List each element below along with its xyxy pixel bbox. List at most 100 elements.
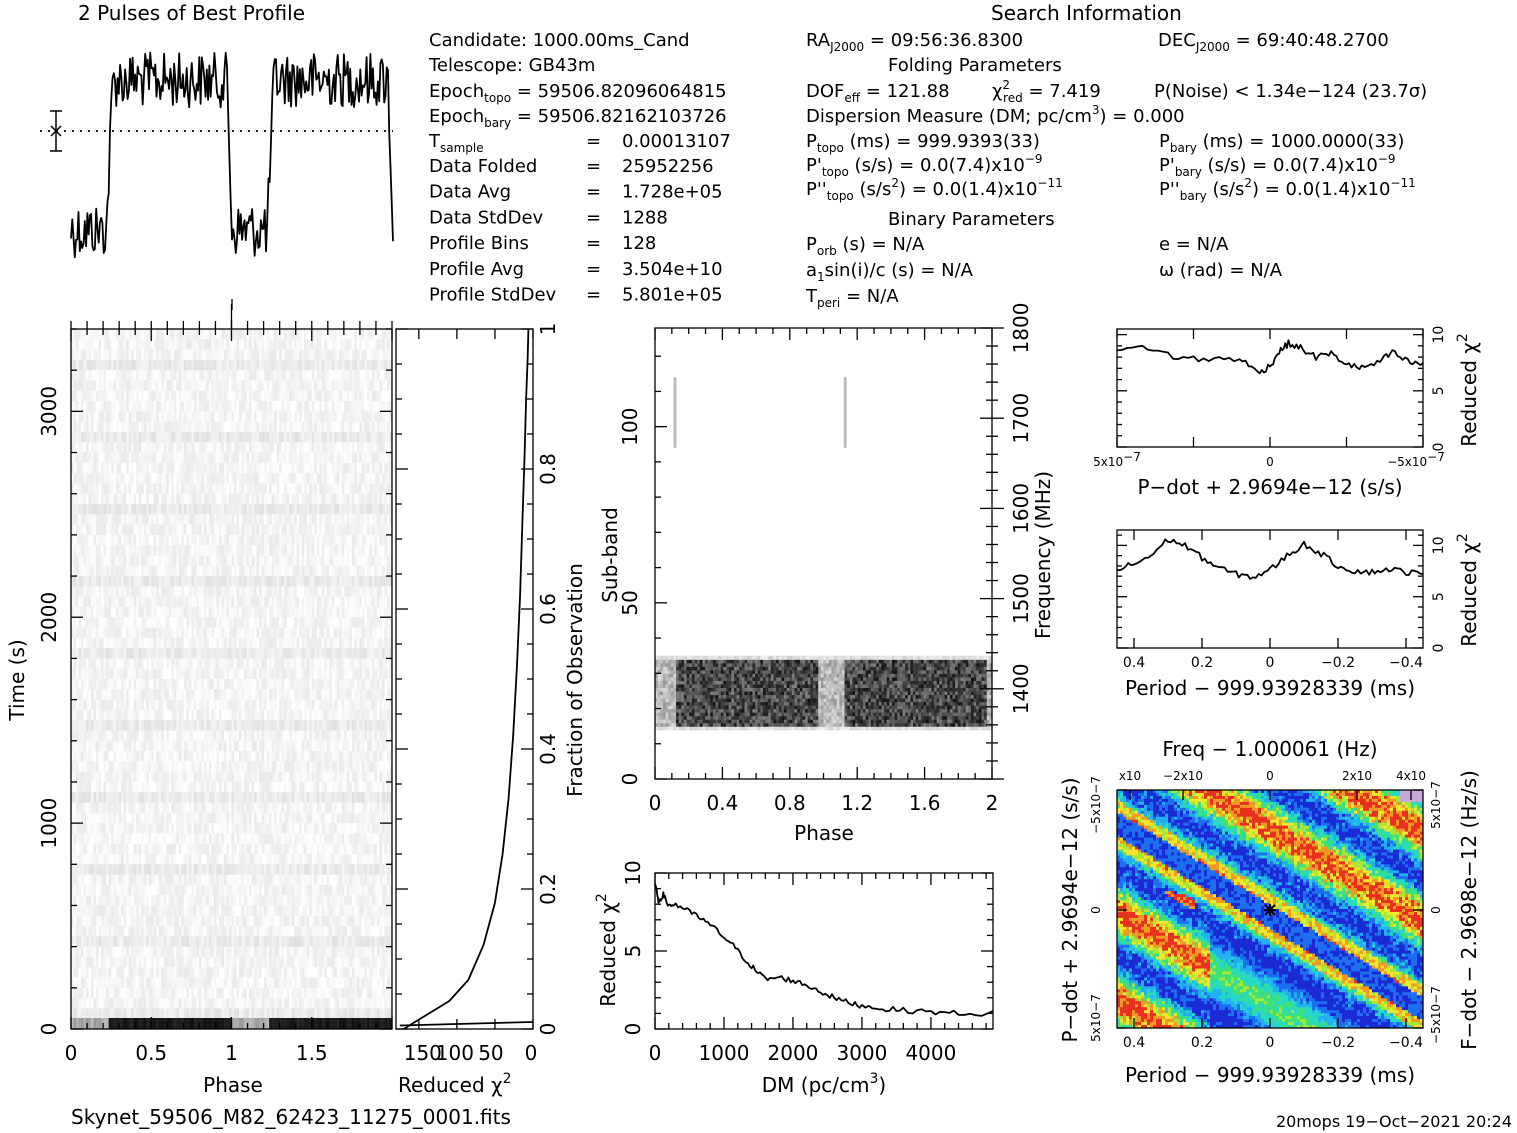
epoch-topo-line: Epochtopo = 59506.82096064815 — [429, 81, 727, 105]
info-row-label: Data Folded — [429, 156, 537, 177]
ppdot-panel: 0.4 0.2 0 −0.2 −0.4x10 −2x10 0 2x10 4x105x10−70−… — [1058, 737, 1481, 1087]
pdot-tick-label: 5x10−7 — [1093, 450, 1141, 469]
frequency-tick-label: 1600 — [1009, 483, 1033, 534]
ppdot-x-tick-label: −0.2 — [1321, 1035, 1355, 1051]
dm-tick-label: 2000 — [768, 1041, 819, 1065]
time-tick-label: 2000 — [37, 592, 61, 643]
info-row-label: Profile Avg — [429, 259, 524, 280]
ppdot-x-tick-label: 0.4 — [1123, 1035, 1145, 1051]
fraction-tick-label: 0.8 — [536, 453, 560, 485]
time-tick-label: 1000 — [37, 798, 61, 849]
dm-xlabel: DM (pc/cm3) — [762, 1071, 886, 1097]
info-row-eq: = — [586, 156, 601, 177]
fraction-chi2-frame — [395, 328, 534, 1030]
subband-phase-tick-label: 0 — [649, 791, 662, 815]
info-row-label: Profile Bins — [429, 233, 529, 254]
period-tick-label: −0.2 — [1321, 655, 1355, 671]
phase-tick-label: 1.5 — [296, 1041, 328, 1065]
time-tick-label: 3000 — [37, 386, 61, 437]
ptopo-line: Ptopo (ms) = 999.9393(33) — [806, 131, 1040, 155]
pddot-topo-line: P''topo (s/s2) = 0.0(1.4)x10−11 — [806, 176, 1063, 203]
fraction-chi2-line — [403, 328, 530, 1030]
fraction-axis-label: Fraction of Observation — [563, 563, 587, 797]
ppdot-x-tick-label: 0.2 — [1191, 1035, 1213, 1051]
subband-phase-tick-label: 0.4 — [706, 791, 738, 815]
info-row-eq: = — [586, 259, 601, 280]
ppdot-xlabel: Period − 999.93928339 (ms) — [1125, 1063, 1415, 1087]
dm-tick-label: 1000 — [699, 1041, 750, 1065]
profile-title: 2 Pulses of Best Profile — [78, 1, 305, 25]
ppdot-y-tick-label: −5x10−7 — [1089, 776, 1103, 834]
ra-line: RAJ2000 = 09:56:36.8300 — [806, 30, 1023, 54]
time-axis-label: Time (s) — [5, 639, 29, 721]
folding-title: Folding Parameters — [888, 55, 1062, 76]
subband-axis-label: Sub-band — [598, 507, 622, 603]
period-tick-label: 0.4 — [1123, 655, 1145, 671]
fdot-tick-label: 5x10−7 — [1429, 781, 1443, 829]
subband-greyscale — [655, 377, 992, 731]
frequency-tick-label: 1700 — [1009, 393, 1033, 444]
info-row-label: Profile StdDev — [429, 285, 557, 306]
pdot-bary-line: P'bary (s/s) = 0.0(7.4)x10−9 — [1159, 152, 1396, 179]
dm-chi-tick-label: 0 — [621, 1023, 645, 1036]
chi-tick-label: 10 — [1431, 326, 1447, 344]
chi2-line: χ2 red = 7.419 — [992, 78, 1101, 105]
ppdot-colormap — [1117, 790, 1423, 1028]
ppdot-ylabel: P−dot + 2.9694e−12 (s/s) — [1058, 777, 1082, 1042]
dm-panel: 0 1000 2000 3000 4000 0 5 10 Reduced χ2 DM (pc/… — [594, 860, 994, 1097]
telescope-line: Telescope: GB43m — [428, 55, 595, 76]
period-tick-label: 0.2 — [1191, 655, 1213, 671]
redchi-axis-label-bottom: Reduced χ2 — [398, 1071, 512, 1097]
pdot-topo-line: P'topo (s/s) = 0.0(7.4)x10−9 — [806, 152, 1043, 179]
fraction-tick-label: 0.2 — [536, 873, 560, 905]
best-candidate-marker — [1264, 904, 1276, 916]
time-phase-ticks: 0 0.5 1 1.5 0 1000 2000 3000 — [37, 304, 393, 1065]
info-row-value: 1.728e+05 — [622, 182, 723, 203]
chi-tick-label: 5 — [1431, 386, 1447, 395]
redchi-tick-label: 100 — [436, 1041, 474, 1065]
search-info: RAJ2000 = 09:56:36.8300 DECJ2000 = 69:40… — [805, 30, 1427, 310]
info-row-value: 128 — [622, 233, 656, 254]
profile-plot — [40, 51, 394, 310]
pdot-ylabel: Reduced χ2 — [1455, 333, 1481, 447]
pdot-tick-label: 0 — [1266, 455, 1274, 469]
chi-tick-label: 0 — [1431, 644, 1447, 653]
period-ticks: 0 5 10 0.4 0.2 0 −0.2 −0.4 — [1117, 530, 1447, 671]
search-title: Search Information — [991, 1, 1182, 25]
dm-tick-label: 3000 — [836, 1041, 887, 1065]
ppdot-x-tick-label: 0 — [1266, 1035, 1275, 1051]
ppdot-y-tick-label: 0 — [1089, 906, 1103, 914]
dm-tick-label: 4000 — [905, 1041, 956, 1065]
frequency-tick-label: 1800 — [1009, 303, 1033, 354]
info-row-value: 25952256 — [622, 156, 714, 177]
time-tick-label: 0 — [37, 1023, 61, 1036]
pddot-bary-line: P''bary (s/s2) = 0.0(1.4)x10−11 — [1159, 176, 1416, 203]
tsample-value: 0.00013107 — [622, 131, 731, 152]
time-phase-greyscale — [71, 329, 392, 1029]
info-row-value: 3.504e+10 — [622, 259, 723, 280]
subband-tick-label: 50 — [618, 590, 642, 615]
frequency-axis-label: Frequency (MHz) — [1031, 471, 1055, 639]
dec-line: DECJ2000 = 69:40:48.2700 — [1158, 30, 1389, 54]
info-row-value: 1288 — [622, 207, 668, 228]
redchi-tick-label: 150 — [404, 1041, 442, 1065]
ppdot-title: Freq − 1.000061 (Hz) — [1162, 737, 1377, 761]
info-row-eq: = — [586, 207, 601, 228]
info-row-label: Data StdDev — [429, 207, 544, 228]
redchi-tick-label: 0 — [525, 1041, 538, 1065]
fraction-tick-label: 0 — [536, 1023, 560, 1036]
ppdot-y2label: F−dot − 2.9698e−12 (Hz/s) — [1457, 770, 1481, 1050]
subband-tick-label: 100 — [618, 408, 642, 446]
phase-tick-label: 0 — [65, 1041, 78, 1065]
fraction-tick-label: 1 — [536, 323, 560, 336]
pdot-tick-label: −5x10−7 — [1387, 450, 1445, 469]
dof-line: DOFeff = 121.88 — [806, 81, 950, 105]
profile-line — [70, 51, 394, 259]
fdot-tick-label: −5x10−7 — [1429, 986, 1443, 1044]
chi-tick-label: 5 — [1431, 592, 1447, 601]
